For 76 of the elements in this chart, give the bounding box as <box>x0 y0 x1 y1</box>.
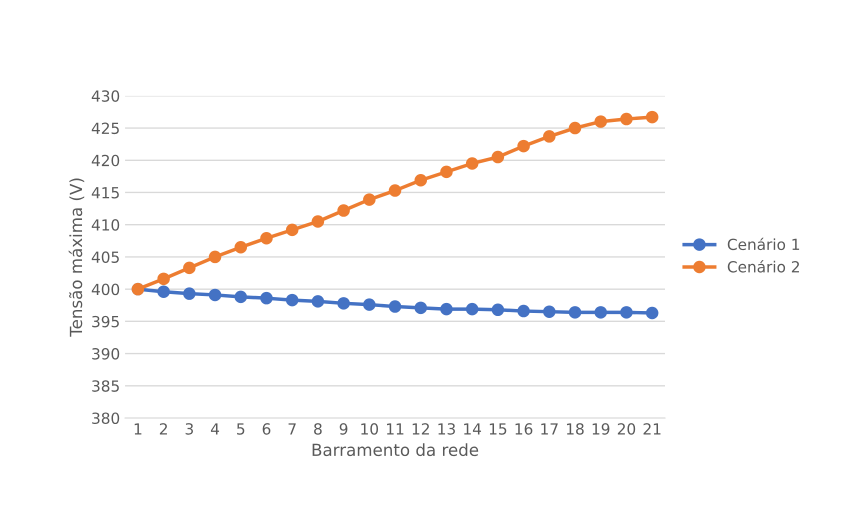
y-tick-label: 380 <box>92 412 120 424</box>
x-tick-label: 17 <box>541 423 558 434</box>
point <box>157 285 170 298</box>
point <box>157 272 170 286</box>
point <box>594 115 607 128</box>
x-tick-label: 1 <box>134 423 142 434</box>
y-tick-label: 390 <box>92 348 120 360</box>
point <box>517 304 530 318</box>
legend-label: Cenário 1 <box>728 238 800 250</box>
point <box>286 294 298 306</box>
x-axis-title: Barramento da rede <box>312 443 478 456</box>
x-tick-label: 14 <box>464 423 482 434</box>
x-tick-label: 7 <box>288 423 296 434</box>
x-tick-label: 12 <box>412 423 429 434</box>
point <box>620 306 633 319</box>
point <box>414 302 427 314</box>
point <box>312 295 324 308</box>
x-tick-label: 10 <box>361 423 378 435</box>
point <box>208 250 222 264</box>
y-tick-label: 385 <box>92 380 119 392</box>
point <box>543 305 556 318</box>
point <box>183 287 196 300</box>
x-tick-label: 11 <box>386 423 404 434</box>
point <box>466 157 478 170</box>
x-tick-label: 3 <box>186 423 193 435</box>
y-tick-label: 405 <box>92 251 119 263</box>
y-tick-label: 425 <box>92 122 119 134</box>
x-tick-label: 16 <box>516 423 532 435</box>
point <box>517 140 530 152</box>
point <box>492 150 504 164</box>
y-tick-label: 395 <box>92 316 119 328</box>
point <box>440 166 453 178</box>
x-tick-label: 20 <box>618 423 636 435</box>
x-tick-label: 21 <box>644 423 660 434</box>
y-tick-label: 410 <box>92 219 120 231</box>
y-tick-label: 400 <box>92 284 120 296</box>
point <box>363 298 376 311</box>
point <box>388 300 402 313</box>
point <box>208 288 222 302</box>
x-tick-label: 8 <box>314 423 322 435</box>
point <box>234 241 248 254</box>
point <box>312 215 324 228</box>
x-tick-label: 19 <box>592 423 610 435</box>
legend-label: Cenário 2 <box>728 260 799 273</box>
point <box>337 297 350 310</box>
point <box>183 262 196 274</box>
y-tick-label: 430 <box>92 90 120 102</box>
point <box>440 302 453 316</box>
point <box>646 306 658 320</box>
point <box>260 292 273 304</box>
y-tick-label: 415 <box>92 187 119 199</box>
x-tick-label: 13 <box>438 423 455 435</box>
point <box>363 193 376 206</box>
point <box>466 302 478 316</box>
x-tick-label: 15 <box>490 423 506 435</box>
point <box>594 306 607 319</box>
point <box>568 306 582 319</box>
point <box>260 232 273 244</box>
x-tick-label: 4 <box>210 423 220 434</box>
point <box>234 290 248 304</box>
point <box>414 174 427 186</box>
point <box>388 184 402 197</box>
x-tick-label: 9 <box>340 423 348 435</box>
y-axis-title: Tensão máxima (V) <box>68 178 84 337</box>
point <box>286 224 298 236</box>
x-tick-label: 18 <box>566 423 584 435</box>
x-tick-label: 2 <box>160 423 167 434</box>
point <box>337 204 350 217</box>
point <box>646 110 658 124</box>
x-tick-label: 5 <box>237 423 244 435</box>
point <box>568 122 582 134</box>
point <box>543 130 556 143</box>
y-tick-label: 420 <box>92 154 120 166</box>
x-tick-label: 6 <box>262 423 270 435</box>
point <box>620 112 633 126</box>
point <box>492 304 504 316</box>
